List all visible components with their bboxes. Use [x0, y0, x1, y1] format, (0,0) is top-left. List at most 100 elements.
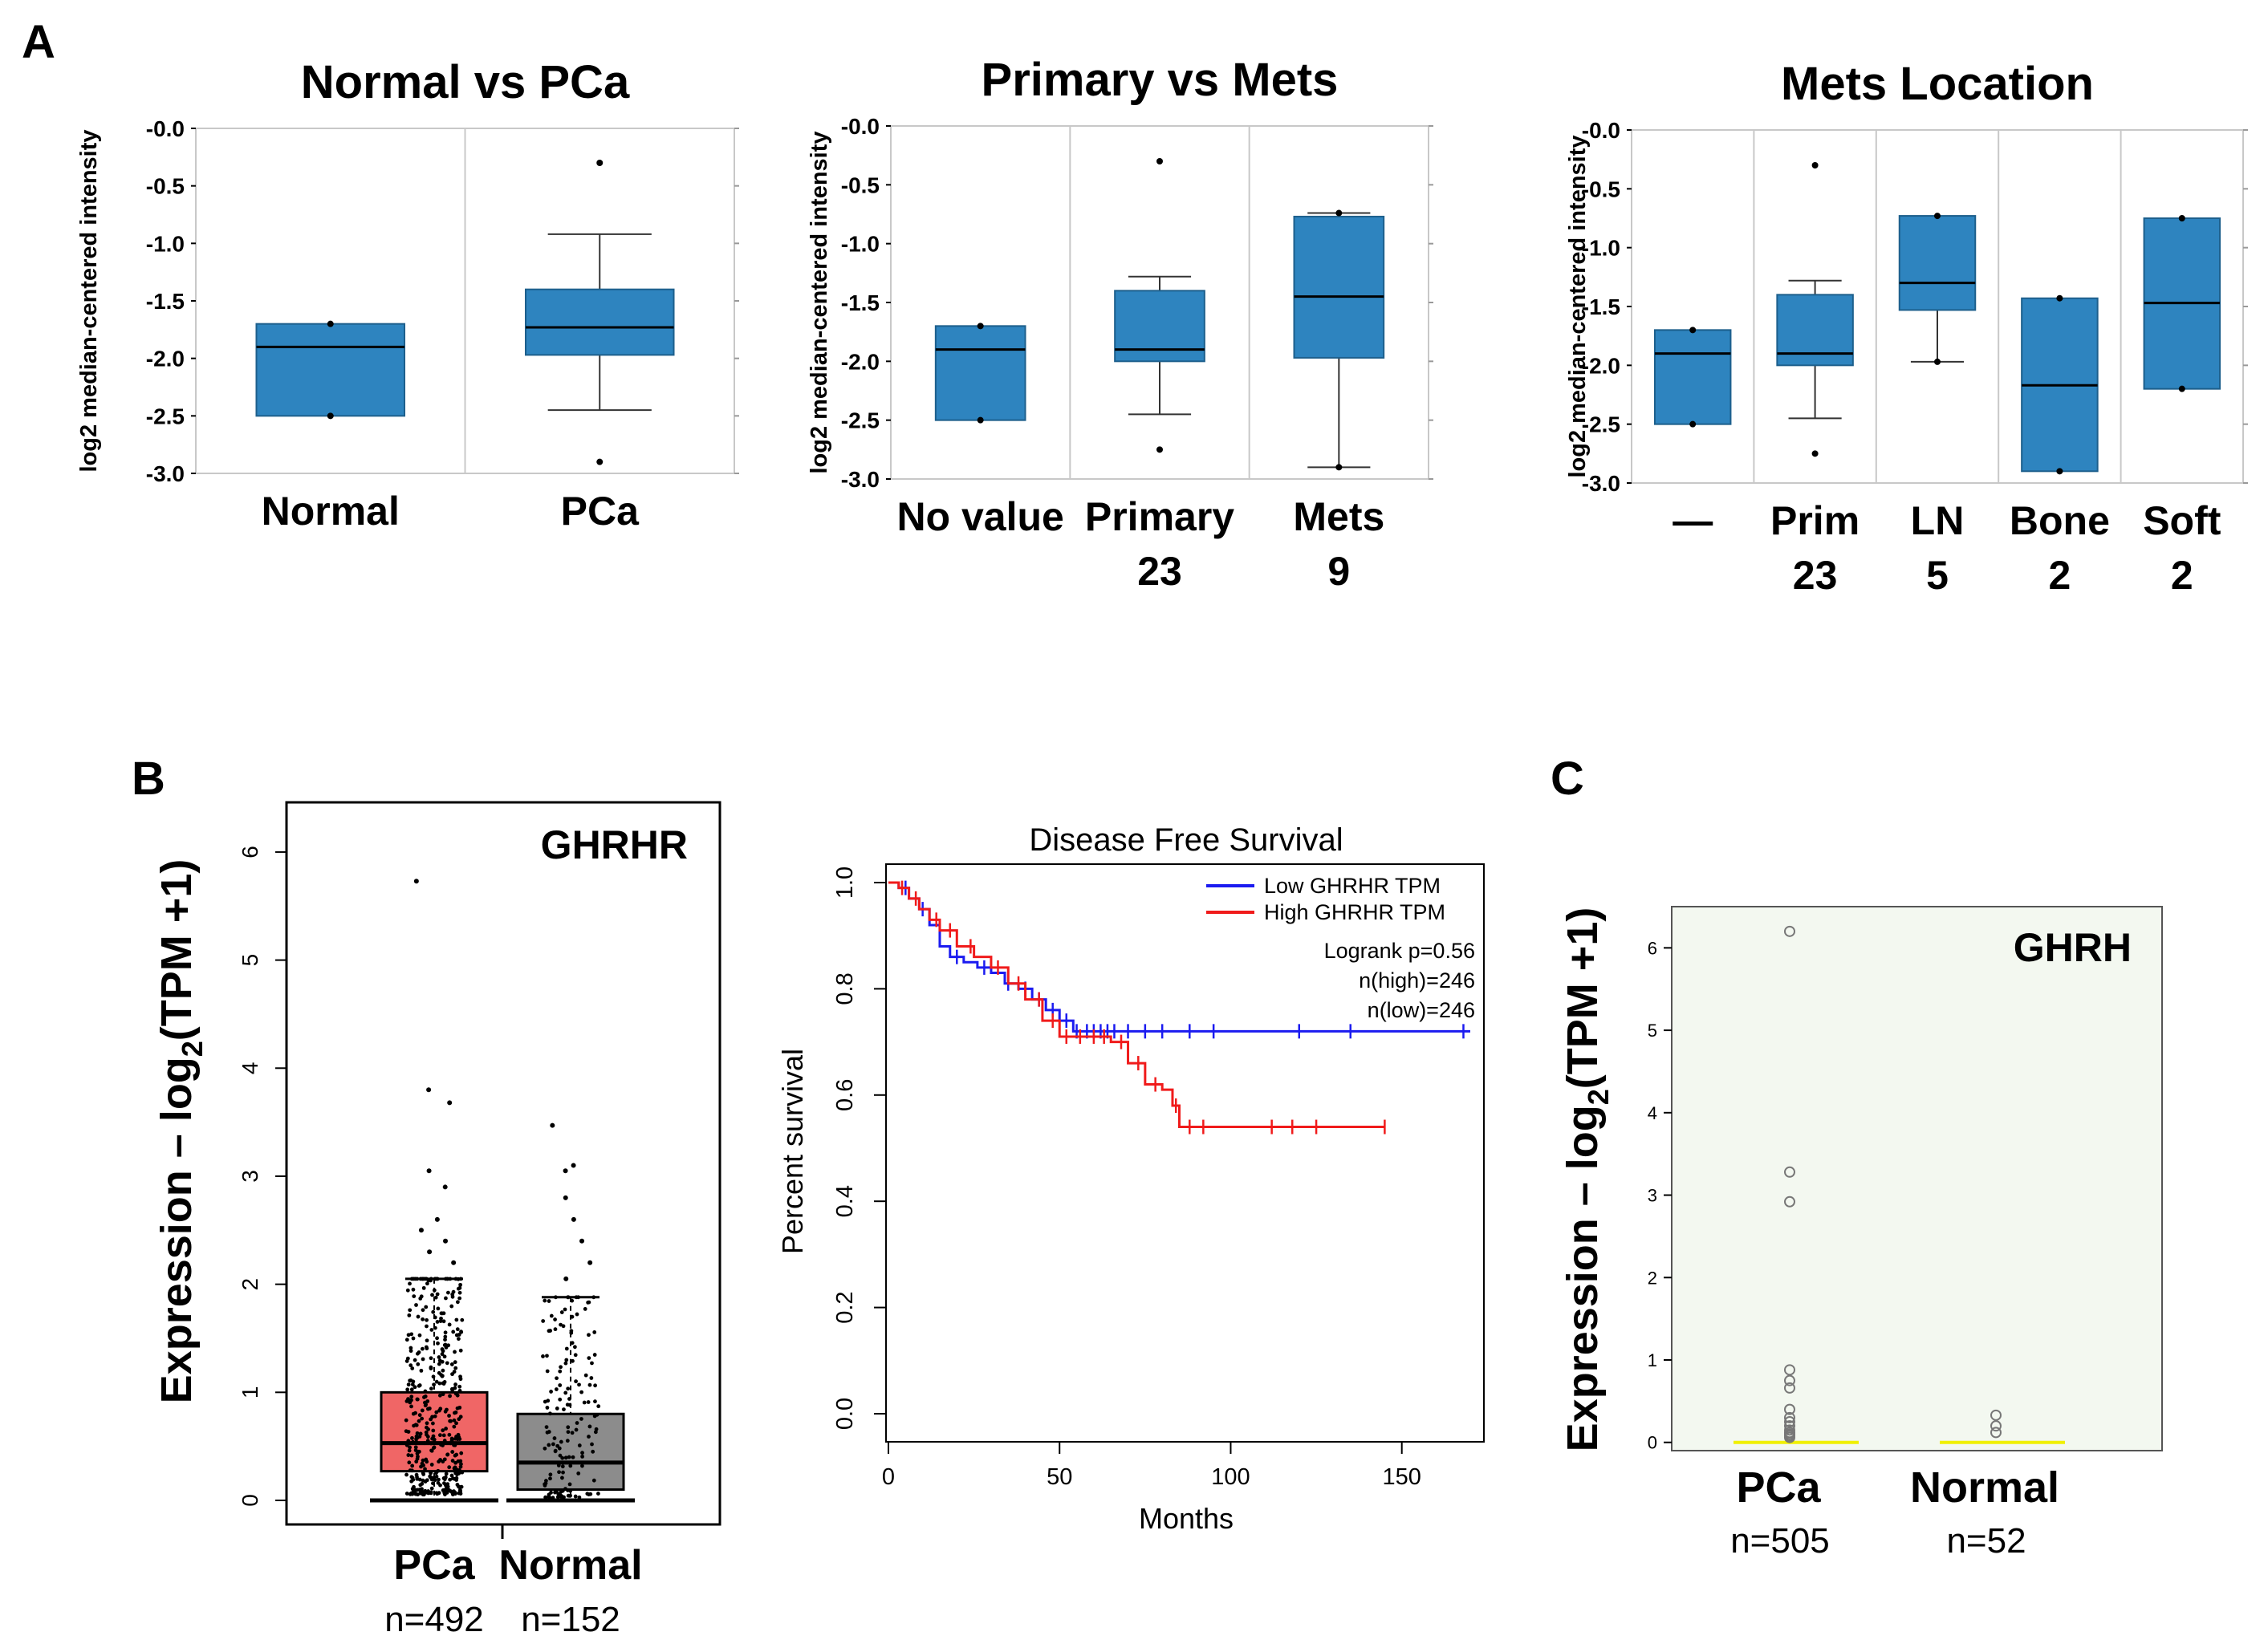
B1-jitter-point — [455, 1327, 460, 1332]
A1-point — [596, 160, 604, 166]
B1-jitter-point — [435, 1336, 439, 1341]
B1-jitter-point — [416, 1488, 420, 1492]
B1-jitter-point — [408, 1281, 412, 1286]
B1-jitter-point — [561, 1470, 565, 1475]
B1-jitter-point — [436, 1480, 441, 1485]
B1-jitter-point — [569, 1330, 574, 1335]
A2-box-0 — [934, 325, 1026, 421]
B1-jitter-point — [579, 1390, 584, 1394]
B1-jitter-point — [458, 1348, 463, 1353]
B1-jitter-point — [559, 1439, 563, 1444]
B1-jitter-point — [438, 1458, 442, 1462]
B1-jitter-point — [411, 1411, 416, 1416]
A2-point — [977, 323, 984, 330]
B1-ylabel-suffix: (TPM +1) — [152, 859, 201, 1041]
B1-jitter-point — [458, 1277, 463, 1281]
B1-jitter-point — [545, 1406, 550, 1410]
B1-jitter-point — [445, 1452, 449, 1457]
B1-jitter-point — [413, 1385, 417, 1390]
B1-xtick-count: n=492 — [384, 1600, 484, 1639]
A2-xtick-label: Primary — [1085, 494, 1234, 539]
B1-jitter-point — [593, 1383, 597, 1388]
B1-jitter-point — [413, 1445, 418, 1450]
B1-jitter-point — [567, 1455, 571, 1459]
A3-box-0 — [1653, 329, 1732, 425]
B1-jitter-point — [566, 1430, 571, 1435]
B1-jitter-point — [570, 1341, 575, 1346]
B2-legend-label-0: Low GHRHR TPM — [1264, 874, 1441, 898]
B2-legend-label-1: High GHRHR TPM — [1264, 900, 1445, 924]
B1-jitter-point — [435, 1292, 440, 1297]
A3-xtick-label: Prim — [1770, 498, 1860, 543]
B2-ytick-label: 0.8 — [832, 972, 858, 1005]
B1-jitter-point — [425, 1317, 429, 1322]
B1-jitter-point — [417, 1383, 422, 1387]
B1-jitter-point — [551, 1442, 555, 1447]
A3-point — [2178, 215, 2185, 221]
A1-ytick-label: -0.5 — [146, 174, 185, 199]
B1-jitter-point — [408, 1492, 413, 1496]
B1-jitter-point — [417, 1419, 421, 1423]
B1-jitter-point — [555, 1489, 559, 1494]
A2-ytick-label: -2.5 — [841, 408, 880, 433]
B1-ylabel-prefix: Expression – log — [152, 1057, 201, 1403]
B1-outlier-point — [434, 1216, 440, 1222]
B1-jitter-point — [420, 1277, 425, 1281]
A3-ytick-label: -0.0 — [1582, 118, 1620, 143]
A3-xtick-label: Bone — [2010, 498, 2110, 543]
A3-point — [2056, 468, 2063, 475]
B1-jitter-point — [407, 1313, 412, 1317]
B2-ytick-label: 0.2 — [832, 1291, 858, 1323]
B1-jitter-point — [454, 1421, 458, 1426]
C-outlier-point — [1990, 1420, 2002, 1432]
C-ylabel: Expression – log2(TPM +1) — [1559, 907, 1615, 1452]
panel-label-b: B — [132, 753, 165, 805]
B1-jitter-point — [566, 1386, 571, 1391]
panel-label-a: A — [22, 16, 55, 68]
A3-xtick-count: 2 — [2048, 553, 2071, 598]
B1-outlier-point — [443, 1238, 449, 1244]
B1-jitter-point — [450, 1294, 455, 1299]
B1-jitter-point — [559, 1493, 563, 1498]
B1-jitter-point — [422, 1441, 427, 1446]
B1-jitter-point — [421, 1285, 426, 1290]
B1-ytick-label: 3 — [238, 1170, 262, 1183]
A3-ytick-label: -2.0 — [1582, 353, 1620, 378]
A3-ytick-label: -2.5 — [1582, 412, 1620, 437]
B1-jitter-point — [421, 1458, 425, 1463]
B1-jitter-point — [453, 1410, 458, 1415]
B1-jitter-point — [554, 1295, 558, 1300]
B1-jitter-point — [435, 1320, 440, 1324]
B1-jitter-point — [449, 1362, 454, 1366]
B1-jitter-point — [441, 1392, 445, 1397]
B2-ytick-label: 0.4 — [832, 1185, 858, 1217]
B1-jitter-point — [418, 1297, 423, 1301]
A2-ytick-label: -0.5 — [841, 173, 880, 197]
B1-jitter-point — [574, 1379, 578, 1384]
B1-jitter-point — [415, 1397, 420, 1402]
A2-point — [1156, 158, 1163, 164]
B1-jitter-point — [429, 1477, 434, 1482]
B1-outlier-point — [571, 1163, 576, 1168]
B1-jitter-point — [555, 1407, 559, 1411]
B1-jitter-point — [424, 1457, 429, 1462]
B1-jitter-point — [566, 1295, 570, 1300]
B1-jitter-point — [590, 1442, 594, 1447]
B1-jitter-point — [587, 1333, 591, 1338]
B1-jitter-point — [562, 1407, 566, 1412]
B1-jitter-point — [409, 1387, 414, 1392]
C-xtick-count: n=52 — [1946, 1521, 2026, 1561]
C-outlier-point — [1784, 1416, 1795, 1428]
B1-jitter-point — [421, 1478, 425, 1483]
B1-jitter-point — [556, 1463, 561, 1467]
B2-xtick-label: 0 — [882, 1464, 895, 1490]
A1-ytick-label: -3.0 — [146, 461, 185, 486]
B1-jitter-point — [443, 1475, 448, 1480]
B1-jitter-point — [417, 1449, 421, 1454]
B1-jitter-point — [575, 1421, 579, 1425]
B1-jitter-point — [567, 1397, 571, 1401]
B1-jitter-point — [574, 1427, 579, 1432]
B1-jitter-point — [458, 1490, 463, 1495]
B1-jitter-point — [410, 1382, 415, 1386]
